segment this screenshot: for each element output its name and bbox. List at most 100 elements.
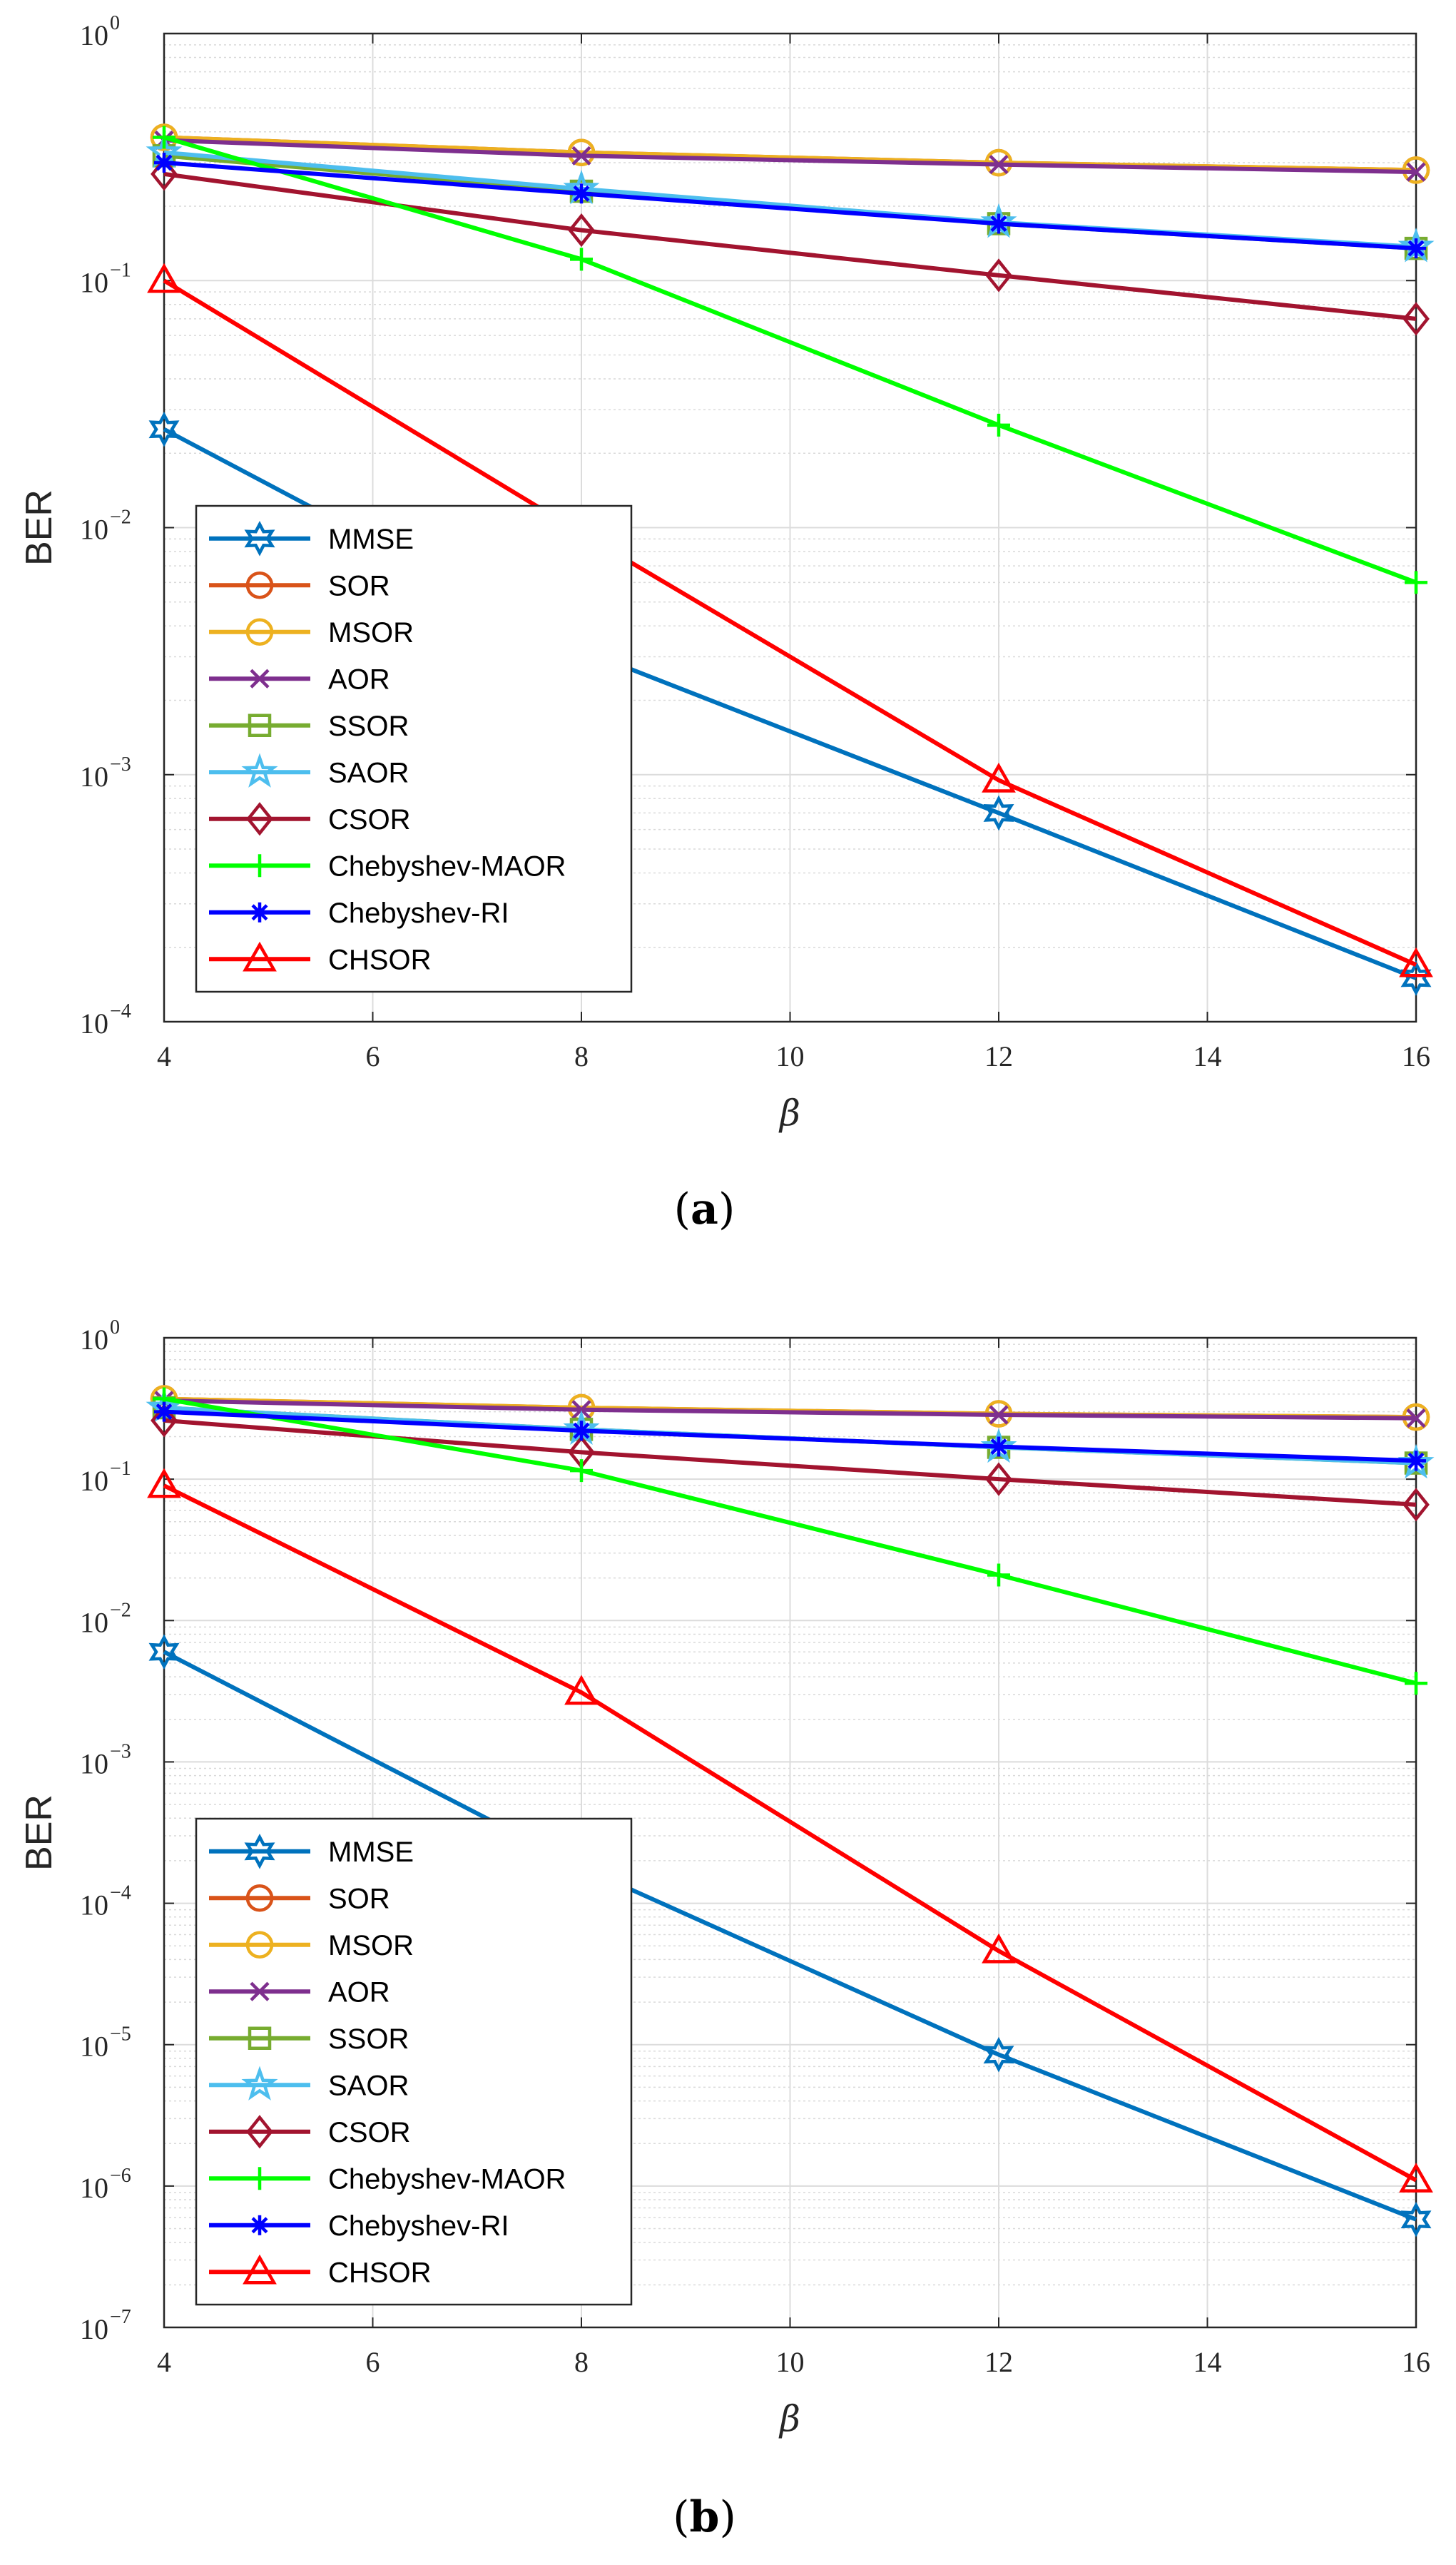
y-tick-label: 10 [80,2172,108,2204]
series-line-chsor [163,1483,1417,2183]
data-point-mmse [983,2036,1014,2073]
data-point-chebyshev-ri [1406,238,1426,259]
series-line-aor [163,1398,1417,1421]
data-point-chebyshev-ri [989,213,1009,234]
data-point-csor [568,213,595,248]
legend-marker-chsor [243,2254,277,2285]
y-tick-label: 10 [80,1889,108,1921]
y-tick-label: 10 [80,1465,108,1497]
legend-marker-ssor [248,2026,272,2050]
x-tick-label: 8 [574,1040,589,1072]
data-point-chebyshev-ri [1406,1451,1426,1471]
legend-label-ssor: SSOR [328,2023,409,2055]
legend-marker-chebyshev-maor [248,854,271,878]
legend-marker-mmse [244,520,275,557]
legend-marker-msor [245,1931,274,1959]
legend-label-msor: MSOR [328,1930,414,1961]
legend-marker-csor [246,2115,273,2149]
data-point-aor [1406,1408,1426,1428]
data-point-csor [985,1462,1012,1496]
legend-marker-chebyshev-ri [250,2215,270,2235]
y-tick-exponent: 0 [110,1316,120,1339]
y-tick-exponent: −7 [110,2306,131,2328]
data-point-aor [571,146,591,166]
data-point-aor [571,1400,591,1420]
x-tick-label: 4 [157,1040,171,1072]
x-axis-label: β [778,2398,800,2439]
legend-label-aor: AOR [328,1976,390,2008]
y-tick-exponent: −3 [110,1740,131,1762]
legend-marker-saor [241,753,278,788]
legend-label-aor: AOR [328,664,390,695]
legend-label-chsor: CHSOR [328,2257,431,2288]
series-line-chebyshev-ri [163,1409,1417,1463]
y-tick-label: 10 [80,1747,108,1779]
x-axis: 4 6 8 10 12 14 16 [157,34,1430,1072]
legend-label-sor: SOR [328,570,390,601]
data-point-csor [151,1403,178,1438]
y-tick-label: 10 [80,19,108,51]
legend-label-ssor: SSOR [328,711,409,742]
y-tick-label: 10 [80,266,108,298]
data-point-csor [1402,1488,1430,1522]
y-tick-label: 10 [80,514,108,546]
data-point-chsor [982,762,1016,793]
data-point-chebyshev-maor [1405,571,1427,594]
y-tick-exponent: −6 [110,2165,131,2187]
legend-marker-csor [246,802,273,836]
y-tick-exponent: −5 [110,2023,131,2046]
data-point-mmse [148,411,180,447]
x-tick-label: 14 [1193,2346,1222,2378]
legend-marker-sor [245,572,274,599]
series-chsor [147,1468,1433,2193]
x-tick-label: 10 [776,2346,805,2378]
data-point-aor [989,1405,1009,1425]
data-point-chsor [1399,947,1433,977]
y-tick-label: 10 [80,1007,108,1040]
data-point-aor [989,154,1009,175]
data-point-chebyshev-maor [570,1459,593,1483]
data-point-chebyshev-ri [571,183,591,204]
legend-marker-chsor [243,941,277,972]
data-point-chsor [147,1468,181,1498]
y-tick-exponent: −4 [110,1000,131,1022]
legend-label-sor: SOR [328,1883,390,1914]
data-point-msor [567,138,596,166]
y-tick-label: 10 [80,2313,108,2345]
y-tick-exponent: −1 [110,1458,131,1480]
x-tick-label: 12 [984,2346,1013,2378]
legend-label-mmse: MMSE [328,524,414,555]
series-line-chebyshev-maor [163,135,1417,585]
series-chebyshev-ri [154,153,1426,259]
panel-caption: (b) [673,2492,736,2542]
legend-marker-aor [250,669,270,689]
series-csor [151,157,1430,336]
grid [163,1337,1417,2328]
data-point-mmse [983,795,1014,831]
legend-marker-saor [241,2066,278,2101]
data-point-mmse [1400,2201,1432,2238]
legend-marker-ssor [248,713,272,737]
x-tick-label: 14 [1193,1040,1222,1072]
series-line-mmse [163,1650,1417,2222]
data-point-chsor [147,263,181,293]
legend-label-msor: MSOR [328,617,414,649]
x-tick-label: 4 [157,2346,171,2378]
legend-marker-chebyshev-maor [248,2167,271,2190]
x-axis: 4 6 8 10 12 14 16 [157,1338,1430,2378]
legend-label-saor: SAOR [328,2070,409,2101]
y-tick-label: 10 [80,1324,108,1356]
y-axis-label: BER [19,489,60,566]
x-tick-label: 16 [1402,1040,1430,1072]
data-point-chebyshev-ri [154,1401,174,1422]
y-tick-exponent: −2 [110,507,131,529]
legend: MMSE SOR MSOR AOR SSOR SAOR CSOR Chebyshev-MAOR… [195,1817,633,2306]
series-line-aor [163,138,1417,175]
legend-marker-mmse [244,1833,275,1869]
legend-label-chebyshev-ri: Chebyshev-RI [328,2210,509,2242]
